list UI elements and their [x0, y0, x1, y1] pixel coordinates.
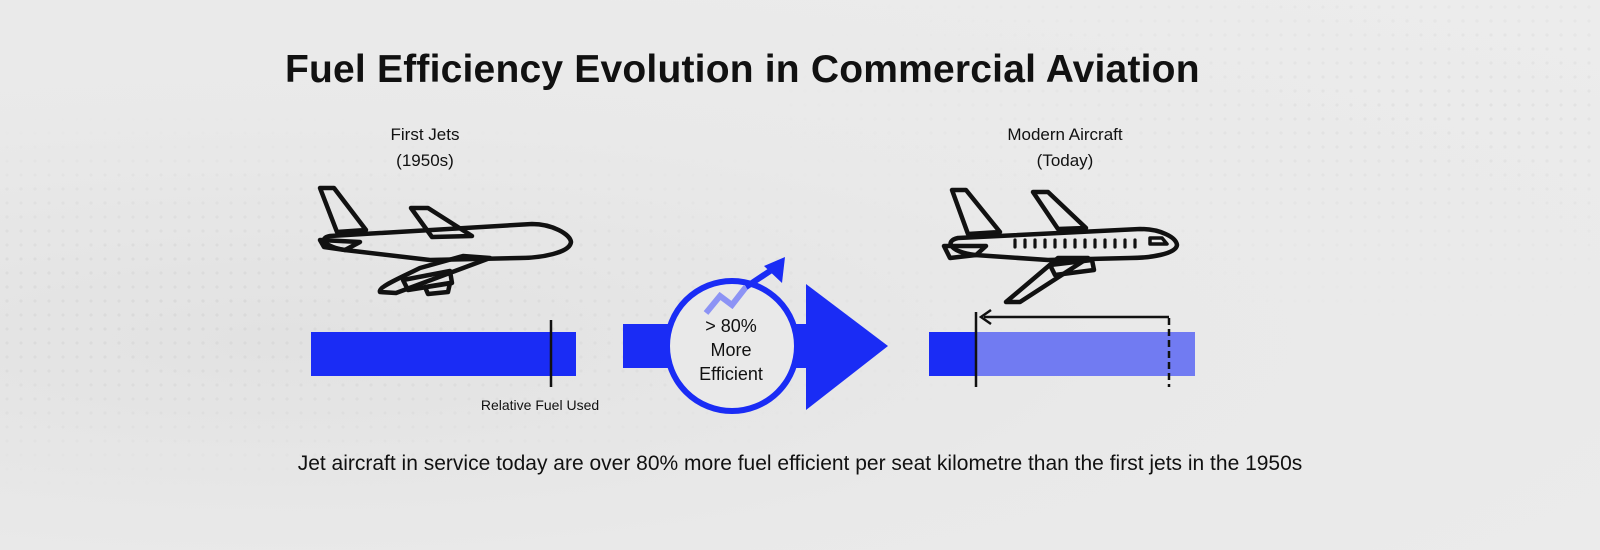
caption: Jet aircraft in service today are over 8…: [297, 452, 1303, 475]
airplane-icon: [941, 187, 1180, 305]
page-title: Fuel Efficiency Evolution in Commercial …: [285, 48, 1200, 91]
airplane-icon: [317, 185, 574, 297]
window-row: [1013, 238, 1137, 249]
efficiency-percent: > 80%: [705, 316, 757, 336]
fuel-bar-1950s: [311, 332, 576, 376]
first-jets-label: First Jets (1950s): [345, 122, 505, 174]
relative-fuel-label: Relative Fuel Used: [480, 397, 600, 413]
efficiency-line2: More: [710, 340, 752, 360]
efficiency-badge: [664, 278, 800, 414]
first-jets-label-line1: First Jets: [390, 125, 460, 144]
modern-aircraft-label-line1: Modern Aircraft: [1007, 125, 1123, 144]
cockpit-window: [1148, 236, 1169, 246]
efficiency-text: > 80% More Efficient: [670, 314, 792, 386]
efficiency-line3: Efficient: [699, 364, 763, 384]
right-arrow-icon: [806, 284, 888, 410]
reduction-arrow-head: [978, 308, 992, 326]
first-jets-label-line2: (1950s): [396, 151, 454, 170]
fuel-bar-today: [929, 332, 976, 376]
trend-up-arrow-icon: [703, 257, 785, 315]
modern-aircraft-label-line2: (Today): [1036, 151, 1094, 170]
modern-aircraft-label: Modern Aircraft (Today): [965, 122, 1165, 174]
